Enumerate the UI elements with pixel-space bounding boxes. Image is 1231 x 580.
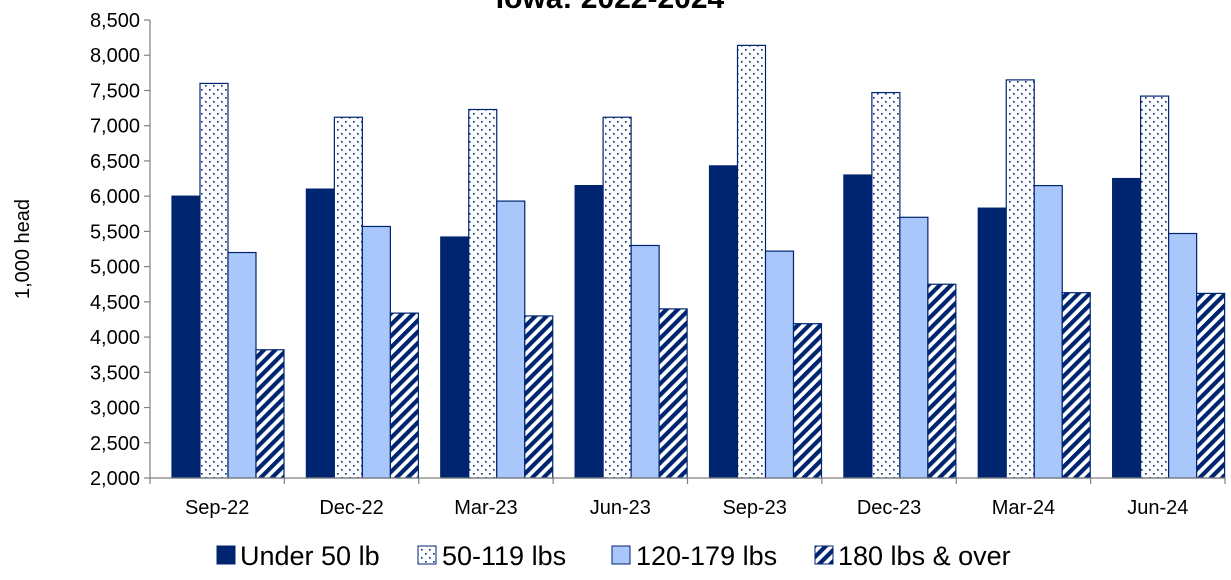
y-axis-title: 1,000 head (12, 199, 34, 299)
bar-light-mar-23 (496, 200, 526, 479)
bar-solid-dec-23 (843, 174, 873, 479)
x-tick-label: Sep-23 (722, 497, 787, 519)
y-tick-label: 3,000 (90, 398, 140, 420)
bar-light-jun-23 (630, 244, 660, 479)
y-tick-label: 6,000 (90, 186, 140, 208)
bar-dots-mar-24 (1005, 79, 1035, 479)
y-tick-label: 2,000 (90, 468, 140, 490)
bar-dots-mar-23 (468, 108, 498, 479)
bar-solid-mar-24 (977, 207, 1007, 479)
bar-hatch-jun-23 (658, 308, 688, 479)
bar-light-jun-24 (1168, 232, 1198, 479)
legend-item-180-over: 180 lbs & over (814, 541, 1011, 571)
y-tick-label: 4,000 (90, 327, 140, 349)
legend-label-50-119: 50-119 lbs (442, 541, 566, 571)
bar-dots-sep-23 (736, 44, 767, 479)
x-tick-label: Dec-22 (319, 497, 383, 519)
bars (171, 44, 1226, 479)
y-tick-label: 4,500 (90, 292, 140, 314)
y-tick-label: 6,500 (90, 151, 140, 173)
legend: Under 50 lb 50-119 lbs 120-179 lbs 180 l… (216, 541, 1011, 571)
x-tick-label: Mar-23 (454, 497, 517, 519)
y-tick-label: 8,500 (90, 10, 140, 32)
y-axis-ticks: 2,000 2,500 3,000 3,500 4,000 4,500 5,000 5,500… (90, 10, 150, 490)
bar-solid-mar-23 (440, 236, 470, 479)
bar-hatch-mar-23 (524, 315, 554, 479)
x-tick-label: Jun-23 (590, 497, 651, 519)
bar-solid-jun-24 (1112, 177, 1142, 479)
legend-item-under-50: Under 50 lb (216, 541, 380, 571)
bar-light-mar-24 (1033, 184, 1063, 479)
legend-item-120-179: 120-179 lbs (611, 541, 777, 571)
x-axis-ticks: Sep-22 Dec-22 Mar-23 Jun-23 Sep-23 Dec-23 Mar-… (149, 478, 1226, 519)
y-tick-label: 5,500 (90, 221, 140, 243)
bar-hatch-mar-24 (1061, 292, 1091, 479)
legend-label-under-50: Under 50 lb (240, 541, 380, 571)
bar-hatch-dec-23 (927, 283, 957, 479)
y-tick-label: 2,500 (90, 433, 140, 455)
x-tick-label: Dec-23 (857, 497, 921, 519)
bar-dots-jun-24 (1140, 95, 1170, 479)
legend-swatch-under-50 (216, 545, 236, 565)
legend-item-50-119: 50-119 lbs (417, 541, 566, 571)
y-tick-label: 7,500 (90, 80, 140, 102)
y-tick-label: 7,000 (90, 116, 140, 138)
x-tick-label: Sep-22 (185, 497, 250, 519)
y-tick-label: 5,000 (90, 257, 140, 279)
bar-light-sep-23 (764, 250, 795, 479)
legend-label-180-over: 180 lbs & over (838, 541, 1011, 571)
bar-dots-dec-22 (333, 116, 363, 479)
y-tick-label: 8,000 (90, 45, 140, 67)
bar-hatch-dec-22 (389, 312, 419, 479)
bar-light-sep-22 (227, 251, 257, 479)
bar-solid-jun-23 (574, 184, 604, 479)
bar-dots-dec-23 (871, 91, 901, 479)
bar-dots-sep-22 (199, 82, 229, 479)
bar-hatch-sep-23 (792, 323, 823, 479)
legend-label-120-179: 120-179 lbs (636, 541, 777, 571)
bar-solid-sep-23 (708, 165, 739, 479)
y-tick-label: 3,500 (90, 362, 140, 384)
bar-hatch-sep-22 (255, 349, 285, 479)
bar-light-dec-23 (899, 216, 929, 479)
legend-swatch-120-179 (611, 545, 631, 565)
legend-swatch-180-over (814, 545, 834, 565)
legend-swatch-50-119 (417, 545, 437, 565)
bar-solid-dec-22 (305, 188, 335, 479)
bar-dots-jun-23 (602, 116, 632, 479)
x-tick-label: Mar-24 (992, 497, 1055, 519)
x-tick-label: Jun-24 (1127, 497, 1188, 519)
bar-hatch-jun-24 (1196, 292, 1226, 479)
chart-title: Iowa: 2022-2024 (496, 0, 725, 15)
bar-light-dec-22 (361, 225, 391, 479)
bar-solid-sep-22 (171, 195, 201, 479)
